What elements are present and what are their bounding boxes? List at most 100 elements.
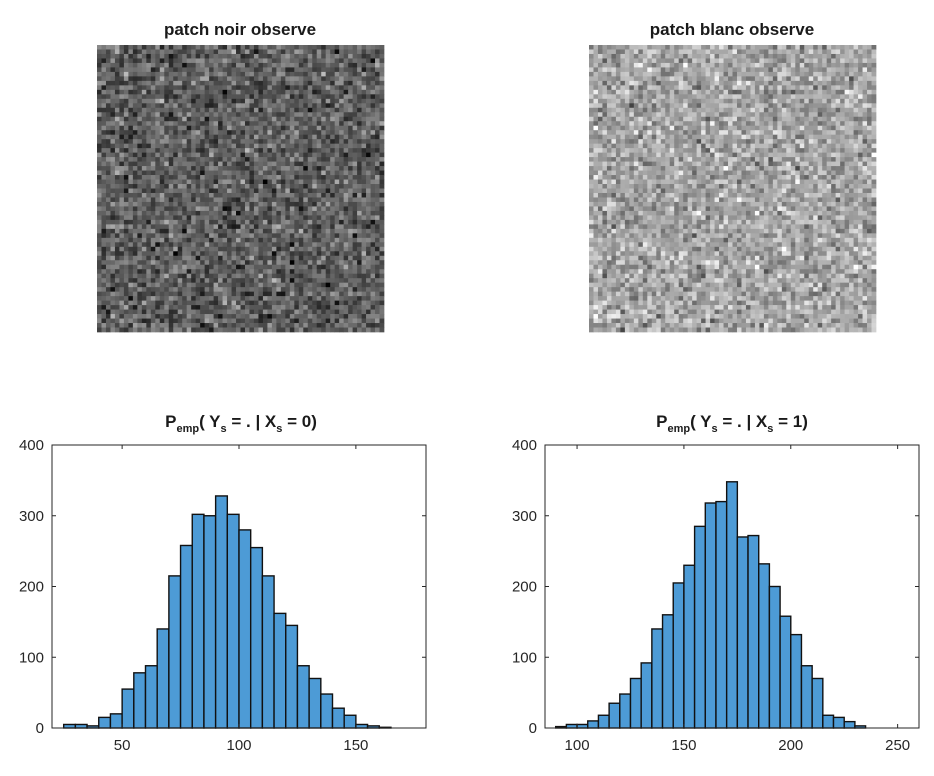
image-pixel [204, 318, 210, 324]
image-pixel [119, 192, 125, 198]
image-pixel [123, 184, 129, 189]
image-pixel [132, 192, 138, 198]
image-pixel [191, 107, 196, 113]
image-pixel [307, 201, 313, 207]
image-pixel [298, 255, 304, 261]
image-pixel [357, 251, 362, 257]
image-pixel [633, 80, 639, 86]
image-pixel [804, 76, 810, 82]
image-pixel [114, 219, 120, 225]
image-pixel [330, 201, 336, 207]
image-pixel [357, 170, 362, 176]
image-pixel [128, 130, 134, 136]
image-pixel [267, 58, 273, 64]
image-pixel [325, 197, 331, 203]
image-pixel [294, 103, 300, 109]
image-pixel [262, 67, 268, 73]
image-pixel [267, 237, 273, 243]
image-pixel [262, 255, 268, 261]
image-pixel [222, 278, 228, 284]
image-pixel [660, 53, 666, 59]
image-pixel [177, 269, 183, 275]
image-pixel [656, 80, 662, 86]
image-pixel [218, 116, 223, 122]
image-pixel [271, 269, 277, 275]
image-pixel [213, 148, 219, 153]
image-pixel [352, 197, 358, 203]
image-pixel [182, 62, 188, 68]
image-pixel [159, 215, 165, 221]
image-pixel [710, 71, 715, 77]
image-pixel [352, 201, 358, 207]
image-pixel [330, 157, 336, 162]
image-pixel [352, 246, 358, 252]
image-pixel [633, 67, 639, 73]
image-pixel [110, 175, 116, 180]
image-pixel [647, 89, 653, 95]
image-pixel [620, 58, 626, 64]
image-pixel [262, 251, 268, 257]
image-pixel [209, 89, 214, 95]
image-pixel [114, 228, 120, 234]
image-pixel [348, 98, 353, 104]
image-pixel [253, 264, 259, 270]
image-pixel [366, 121, 371, 127]
image-pixel [357, 67, 362, 73]
image-pixel [213, 201, 219, 207]
image-pixel [182, 148, 188, 153]
image-pixel [186, 121, 192, 127]
image-pixel [334, 143, 340, 149]
image-pixel [200, 175, 205, 180]
image-pixel [213, 58, 219, 64]
image-pixel [204, 305, 210, 310]
image-pixel [334, 45, 340, 50]
image-pixel [213, 152, 219, 158]
image-pixel [128, 166, 134, 171]
image-pixel [289, 197, 295, 203]
image-pixel [606, 58, 612, 64]
image-pixel [123, 206, 129, 212]
image-pixel [298, 166, 304, 171]
image-pixel [375, 116, 380, 122]
image-pixel [244, 269, 250, 275]
image-pixel [303, 255, 309, 261]
image-pixel [177, 296, 183, 301]
image-pixel [159, 206, 165, 212]
image-pixel [97, 80, 102, 86]
image-pixel [110, 237, 116, 243]
image-pixel [719, 94, 724, 100]
image-pixel [723, 49, 729, 55]
image-pixel [647, 103, 653, 109]
image-pixel [620, 89, 626, 95]
image-pixel [298, 80, 304, 86]
image-pixel [164, 296, 170, 301]
image-pixel [624, 80, 630, 86]
image-pixel [195, 246, 201, 252]
image-pixel [285, 148, 291, 153]
image-pixel [191, 318, 196, 324]
image-pixel [674, 103, 680, 109]
image-pixel [253, 139, 259, 144]
image-pixel [191, 152, 196, 158]
image-pixel [137, 273, 143, 279]
image-pixel [375, 112, 380, 118]
image-pixel [334, 206, 340, 212]
image-pixel [128, 219, 134, 225]
image-pixel [114, 125, 120, 131]
image-pixel [633, 98, 639, 104]
image-pixel [168, 323, 174, 328]
image-pixel [285, 246, 291, 252]
image-pixel [271, 179, 277, 185]
image-pixel [370, 228, 376, 234]
image-pixel [123, 80, 129, 86]
image-pixel [249, 45, 255, 50]
image-pixel [200, 224, 205, 230]
image-pixel [97, 116, 102, 122]
image-pixel [871, 58, 877, 64]
image-pixel [705, 67, 711, 73]
image-pixel [128, 49, 134, 55]
image-pixel [209, 269, 214, 275]
image-pixel [119, 170, 125, 176]
image-pixel [271, 152, 277, 158]
image-pixel [168, 98, 174, 104]
